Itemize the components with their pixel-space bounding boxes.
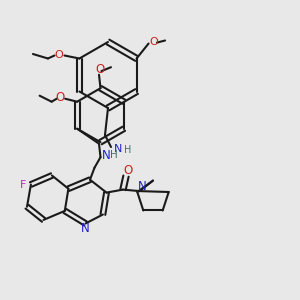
Text: O: O bbox=[123, 164, 132, 177]
Text: H: H bbox=[110, 150, 118, 160]
Text: N: N bbox=[137, 180, 146, 193]
Text: O: O bbox=[150, 37, 158, 47]
Text: O: O bbox=[54, 50, 63, 60]
Text: H: H bbox=[124, 145, 131, 155]
Text: F: F bbox=[20, 179, 27, 190]
Text: N: N bbox=[81, 222, 90, 236]
Text: O: O bbox=[96, 63, 105, 76]
Text: N: N bbox=[113, 143, 122, 154]
Text: N: N bbox=[101, 149, 110, 162]
Text: O: O bbox=[55, 91, 64, 104]
